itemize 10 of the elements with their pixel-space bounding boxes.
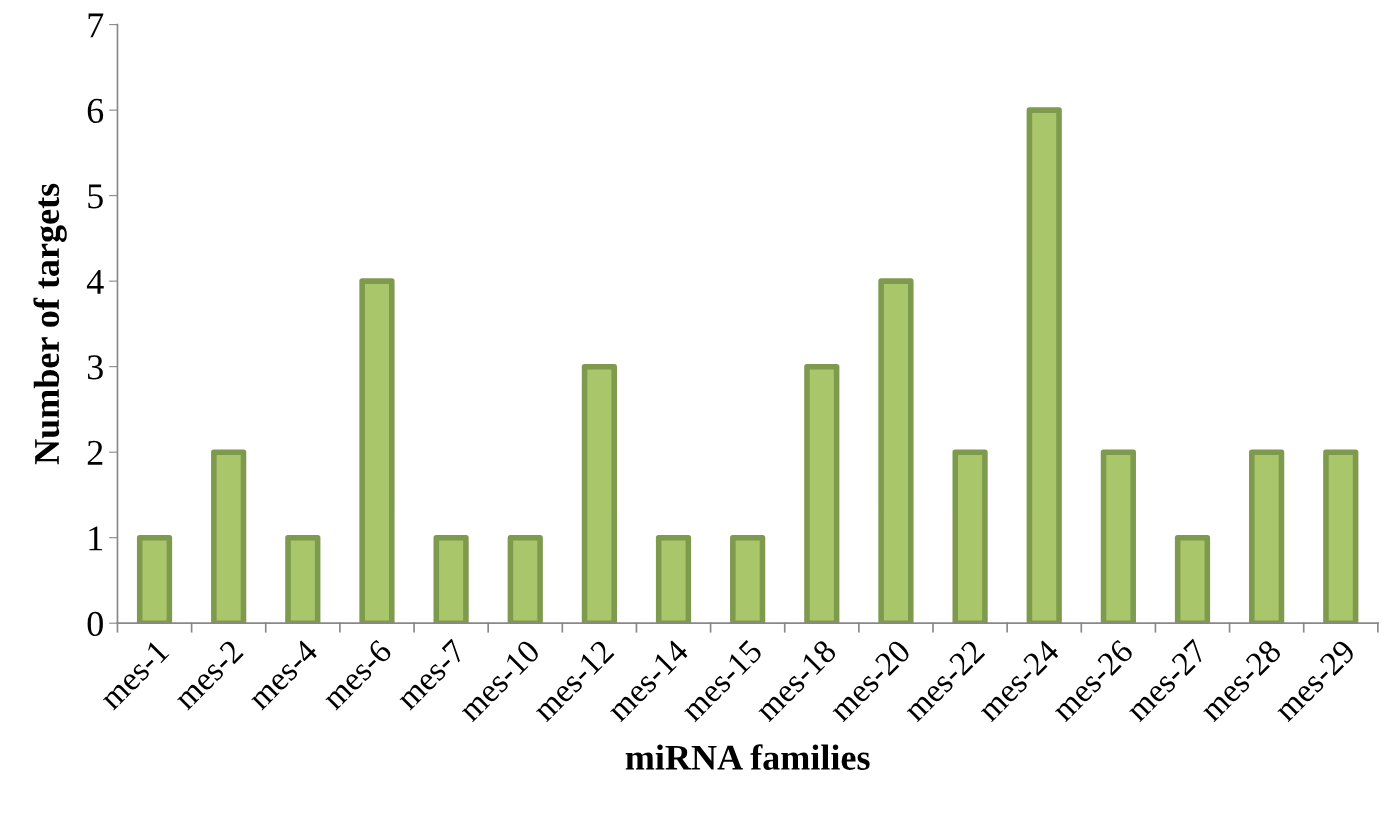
- x-axis-title: miRNA families: [625, 744, 870, 770]
- y-tick-label: 3: [87, 355, 103, 380]
- y-axis-title: Number of targets: [33, 183, 67, 465]
- y-tick-label: 2: [87, 440, 103, 465]
- y-tick-label: 6: [87, 98, 104, 123]
- y-tick-label: 5: [88, 184, 103, 209]
- y-tick-label: 0: [87, 611, 103, 637]
- y-tick-label: 4: [86, 269, 104, 294]
- y-tick-label: 7: [88, 13, 104, 38]
- y-tick-label: 1: [89, 526, 103, 551]
